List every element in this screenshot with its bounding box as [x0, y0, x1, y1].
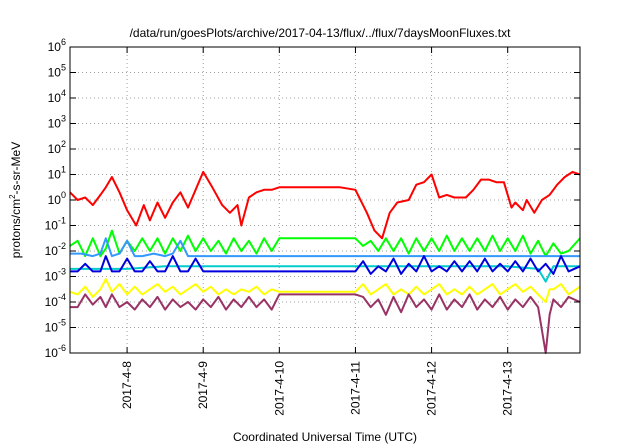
y-tick-label: 10-2 — [45, 241, 66, 258]
y-tick-exponent: -1 — [58, 216, 66, 226]
y-tick-base: 10 — [48, 117, 62, 131]
y-tick-label: 104 — [48, 88, 66, 105]
y-tick-base: 10 — [45, 295, 59, 309]
y-tick-exponent: 1 — [61, 165, 66, 175]
y-tick-label: 10-3 — [45, 267, 66, 284]
x-tick-label: 2017-4-12 — [425, 361, 439, 416]
y-tick-exponent: 0 — [61, 190, 66, 200]
series-line-7 — [70, 293, 581, 354]
grid — [70, 47, 580, 353]
y-tick-label: 106 — [48, 37, 66, 54]
y-axis-label-sup: 2 — [8, 194, 17, 199]
y-tick-base: 10 — [48, 142, 62, 156]
series-group — [69, 170, 581, 354]
series-line-6 — [69, 278, 581, 303]
y-tick-base: 10 — [48, 66, 62, 80]
y-tick-label: 10-6 — [45, 343, 66, 360]
y-tick-exponent: 3 — [61, 114, 66, 124]
y-axis: 10-610-510-410-310-210-11001011021031041… — [45, 37, 580, 360]
y-tick-label: 10-4 — [45, 292, 66, 309]
series-line-1 — [69, 170, 581, 240]
x-axis: 2017-4-8 2017-4-9 2017-4-10 2017-4-11 2017-4… — [120, 47, 515, 416]
series-line-3 — [70, 237, 580, 258]
y-tick-base: 10 — [45, 270, 59, 284]
y-tick-base: 10 — [45, 321, 59, 335]
y-tick-exponent: 5 — [61, 63, 66, 73]
x-tick-label: 2017-4-8 — [120, 361, 134, 409]
x-tick-label: 2017-4-11 — [348, 361, 362, 415]
x-tick-label: 2017-4-13 — [501, 361, 515, 416]
y-tick-base: 10 — [48, 193, 62, 207]
y-axis-label: protons/cm2-s-sr-MeV — [8, 142, 23, 258]
x-axis-label: Coordinated Universal Time (UTC) — [233, 430, 417, 444]
y-tick-label: 100 — [48, 190, 66, 207]
y-axis-label-base: protons/cm — [9, 199, 23, 258]
y-tick-base: 10 — [45, 346, 59, 360]
y-tick-base: 10 — [48, 91, 62, 105]
chart-title: /data/run/goesPlots/archive/2017-04-13/f… — [130, 26, 512, 40]
y-tick-base: 10 — [48, 40, 62, 54]
y-tick-exponent: -5 — [58, 318, 66, 328]
y-tick-label: 10-5 — [45, 318, 66, 335]
y-tick-label: 103 — [48, 114, 66, 131]
x-tick-label: 2017-4-9 — [196, 361, 210, 409]
y-tick-exponent: -3 — [58, 267, 66, 277]
y-tick-exponent: -2 — [58, 241, 66, 251]
y-tick-base: 10 — [48, 168, 62, 182]
y-tick-exponent: 2 — [61, 139, 66, 149]
y-tick-label: 101 — [48, 165, 66, 182]
y-tick-exponent: -6 — [58, 343, 66, 353]
y-tick-exponent: 6 — [61, 37, 66, 47]
x-tick-label: 2017-4-10 — [272, 361, 286, 416]
y-tick-exponent: -4 — [58, 292, 66, 302]
series-line-5 — [70, 255, 581, 275]
series-line-2 — [69, 229, 581, 258]
y-tick-exponent: 4 — [61, 88, 66, 98]
y-tick-label: 10-1 — [45, 216, 66, 233]
y-tick-label: 105 — [48, 63, 66, 80]
y-axis-label-rest: -s-sr-MeV — [9, 142, 23, 195]
y-tick-label: 102 — [48, 139, 66, 156]
y-tick-base: 10 — [45, 244, 59, 258]
y-tick-base: 10 — [45, 219, 59, 233]
